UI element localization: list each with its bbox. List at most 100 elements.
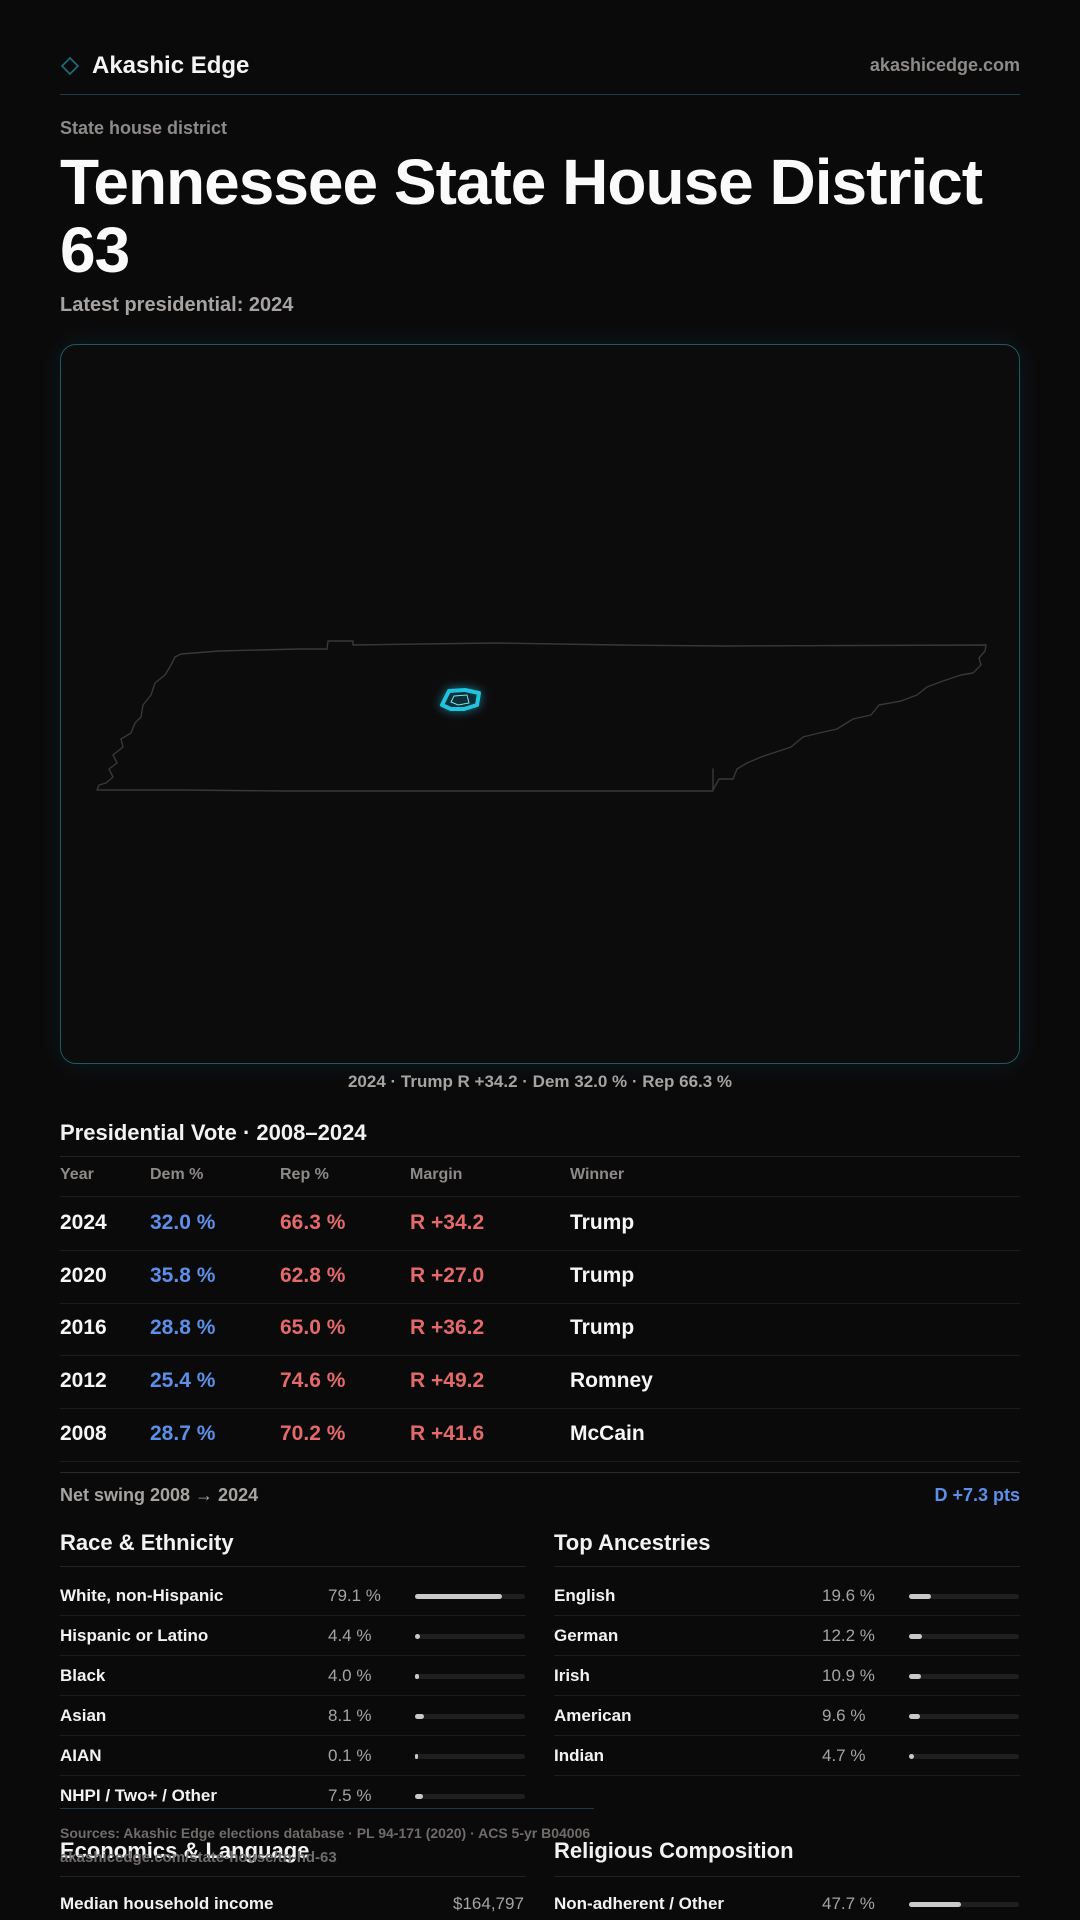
ancestry-pct: 10.9 % (822, 1666, 875, 1685)
race-bar (415, 1754, 525, 1759)
row-margin: R +36.2 (410, 1316, 485, 1339)
table-row: 2024 32.0 % 66.3 % R +34.2 Trump (60, 1198, 1020, 1251)
divider (554, 1566, 1020, 1567)
page-title: Tennessee State House District 63 (60, 146, 983, 286)
list-item: Hispanic or Latino 4.4 % (60, 1616, 526, 1656)
race-bar-fill (415, 1714, 424, 1719)
race-bar-fill (415, 1594, 502, 1599)
ancestry-label: American (554, 1706, 632, 1725)
race-bar (415, 1794, 525, 1799)
col-rep: Rep % (280, 1166, 329, 1183)
ancestry-bar-fill (909, 1634, 923, 1639)
list-item: White, non-Hispanic 79.1 % (60, 1576, 526, 1616)
table-row: 2016 28.8 % 65.0 % R +36.2 Trump (60, 1303, 1020, 1356)
col-year: Year (60, 1166, 94, 1183)
list-item: American 9.6 % (554, 1696, 1020, 1736)
list-item: Black 4.0 % (60, 1656, 526, 1696)
row-margin: R +41.6 (410, 1422, 485, 1445)
table-row: 2012 25.4 % 74.6 % R +49.2 Romney (60, 1356, 1020, 1409)
row-rep: 70.2 % (280, 1422, 346, 1445)
row-winner: McCain (570, 1422, 645, 1445)
row-dem: 28.7 % (150, 1422, 216, 1445)
row-rep: 66.3 % (280, 1211, 346, 1234)
list-item: Irish 10.9 % (554, 1656, 1020, 1696)
net-swing-value: D +7.3 pts (934, 1485, 1020, 1505)
ancestry-label: English (554, 1586, 616, 1605)
site-link[interactable]: akashicedge.com (869, 55, 1020, 75)
race-label: AIAN (60, 1746, 102, 1765)
list-item: Asian 8.1 % (60, 1696, 526, 1736)
tennessee-map-svg (96, 640, 987, 792)
row-winner: Trump (570, 1211, 635, 1234)
ancestry-bar-fill (909, 1594, 931, 1599)
row-rep: 65.0 % (280, 1316, 346, 1339)
tennessee-state-outline (96, 640, 987, 792)
district-type-label: State house district (60, 118, 228, 138)
row-margin: R +27.0 (410, 1264, 485, 1287)
list-item: NHPI / Two+ / Other 7.5 % (60, 1776, 526, 1815)
ancestry-bar (909, 1674, 1019, 1679)
logo[interactable]: Akashic Edge (60, 52, 249, 80)
race-pct: 4.0 % (328, 1666, 372, 1685)
race-pct: 79.1 % (328, 1586, 381, 1605)
median-income-label: Median household income (60, 1894, 274, 1913)
row-year: 2020 (60, 1264, 107, 1287)
race-list: White, non-Hispanic 79.1 % Hispanic or L… (60, 1576, 526, 1815)
list-item: English 19.6 % (554, 1576, 1020, 1616)
religion-bar-fill (909, 1902, 962, 1907)
ancestry-bar-fill (909, 1674, 921, 1679)
divider (60, 1876, 526, 1877)
race-bar-fill (415, 1634, 420, 1639)
ancestry-bar (909, 1754, 1019, 1759)
race-bar (415, 1714, 525, 1719)
race-bar (415, 1634, 525, 1639)
row-dem: 32.0 % (150, 1211, 216, 1234)
row-dem: 25.4 % (150, 1369, 216, 1392)
col-margin: Margin (410, 1166, 463, 1183)
district-map[interactable] (60, 344, 1020, 1064)
race-label: Asian (60, 1706, 107, 1725)
economics-language-title: Economics & Language (60, 1838, 310, 1863)
race-label: White, non-Hispanic (60, 1586, 224, 1605)
footer-url[interactable]: akashicedge.com/state-house/tn-hd-63 (60, 1849, 337, 1866)
brand-name: Akashic Edge (92, 52, 250, 79)
net-swing-row: Net swing 2008 → 2024 D +7.3 pts (60, 1472, 1020, 1513)
list-item: AIAN 0.1 % (60, 1736, 526, 1776)
race-pct: 8.1 % (328, 1706, 372, 1725)
ancestry-pct: 9.6 % (822, 1706, 866, 1725)
col-winner: Winner (570, 1166, 625, 1183)
row-margin: R +49.2 (410, 1369, 485, 1392)
row-year: 2008 (60, 1422, 107, 1445)
ancestry-bar (909, 1634, 1019, 1639)
site-header: Akashic Edge akashicedge.com (60, 48, 1020, 95)
diamond-outline-icon (60, 56, 80, 76)
district-63-inner (450, 694, 470, 706)
ancestry-label: Irish (554, 1666, 590, 1685)
ancestry-pct: 4.7 % (822, 1746, 866, 1765)
district-63-shape[interactable] (440, 688, 481, 711)
race-bar-fill (415, 1674, 420, 1679)
latest-presidential-label: Latest presidential: 2024 (60, 294, 294, 316)
divider (554, 1876, 1020, 1877)
religion-pct: 47.7 % (822, 1894, 875, 1913)
median-income-value: $164,797 (453, 1894, 524, 1913)
race-bar (415, 1594, 525, 1599)
map-caption: 2024 · Trump R +34.2 · Dem 32.0 % · Rep … (347, 1072, 733, 1091)
ancestry-list: English 19.6 % German 12.2 % Irish 10.9 … (554, 1576, 1020, 1776)
row-dem: 28.8 % (150, 1316, 216, 1339)
ancestry-bar-fill (909, 1754, 915, 1759)
race-ethnicity-title: Race & Ethnicity (60, 1530, 234, 1555)
list-item: German 12.2 % (554, 1616, 1020, 1656)
row-year: 2012 (60, 1369, 107, 1392)
row-rep: 74.6 % (280, 1369, 346, 1392)
row-dem: 35.8 % (150, 1264, 216, 1287)
ancestry-bar (909, 1714, 1019, 1719)
col-dem: Dem % (150, 1166, 204, 1183)
ancestry-bar (909, 1594, 1019, 1599)
list-item: Indian 4.7 % (554, 1736, 1020, 1776)
table-row: 2020 35.8 % 62.8 % R +27.0 Trump (60, 1251, 1020, 1304)
footer-rule (60, 1808, 594, 1809)
presidential-vote-title: Presidential Vote · 2008–2024 (60, 1120, 367, 1145)
ancestry-label: Indian (554, 1746, 605, 1765)
divider (60, 1566, 526, 1567)
